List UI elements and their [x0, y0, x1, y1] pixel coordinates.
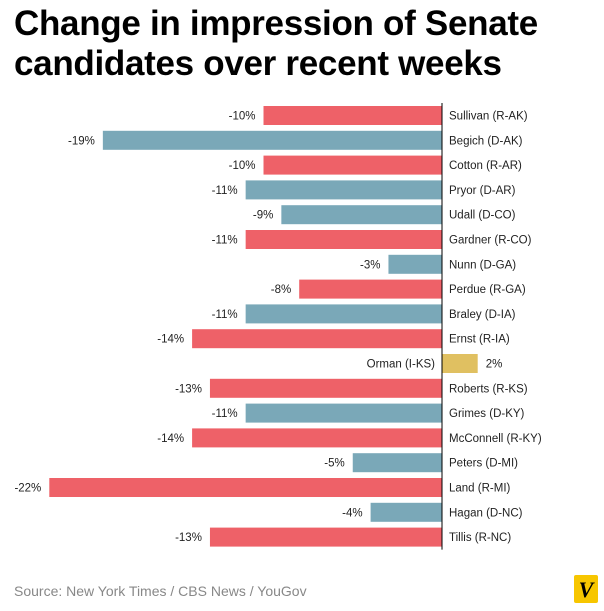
- bar: [370, 502, 442, 522]
- value-label: -13%: [175, 383, 202, 395]
- bar-chart: Sullivan (R-AK) -10% Begich (D-AK) -19% Cott…: [14, 103, 542, 550]
- chart-title: Change in impression of Senate candidate…: [14, 4, 538, 83]
- value-label: -8%: [271, 284, 291, 296]
- value-label: -10%: [229, 111, 256, 123]
- value-label: -9%: [253, 210, 273, 222]
- bar: [245, 403, 442, 423]
- bar: [263, 155, 442, 175]
- value-label: 2%: [486, 359, 503, 371]
- bar: [281, 205, 442, 225]
- category-label: McConnell (R-KY): [449, 433, 542, 445]
- value-label: -13%: [175, 532, 202, 544]
- category-label: Braley (D-IA): [449, 309, 516, 321]
- bar: [299, 279, 442, 299]
- category-label: Perdue (R-GA): [449, 284, 526, 296]
- category-label: Begich (D-AK): [449, 135, 523, 147]
- bar: [352, 453, 442, 473]
- source-note: Source: New York Times / CBS News / YouG…: [14, 583, 307, 599]
- svg-text:V: V: [579, 577, 596, 602]
- value-label: -5%: [324, 458, 344, 470]
- value-label: -14%: [157, 334, 184, 346]
- bar: [263, 106, 442, 125]
- category-label: Pryor (D-AR): [449, 185, 516, 197]
- bar: [209, 378, 442, 398]
- value-label: -19%: [68, 135, 95, 147]
- category-label: Sullivan (R-AK): [449, 111, 528, 123]
- bar: [245, 180, 442, 200]
- category-label: Hagan (D-NC): [449, 507, 523, 519]
- category-label: Orman (I-KS): [367, 359, 436, 371]
- category-label: Roberts (R-KS): [449, 383, 528, 395]
- category-label: Cotton (R-AR): [449, 160, 522, 172]
- category-label: Tillis (R-NC): [449, 532, 511, 544]
- bar: [192, 329, 442, 349]
- category-label: Ernst (R-IA): [449, 334, 510, 346]
- value-label: -10%: [229, 160, 256, 172]
- category-label: Land (R-MI): [449, 483, 511, 495]
- value-label: -14%: [157, 433, 184, 445]
- value-label: -3%: [360, 259, 380, 271]
- vox-logo-icon: V: [574, 575, 598, 603]
- bar: [245, 304, 442, 324]
- bar: [209, 527, 442, 547]
- category-label: Grimes (D-KY): [449, 408, 525, 420]
- bar: [245, 230, 442, 249]
- bar: [49, 478, 443, 497]
- value-label: -11%: [212, 309, 238, 321]
- bar: [102, 130, 442, 150]
- bar: [442, 354, 478, 373]
- category-label: Udall (D-CO): [449, 210, 516, 222]
- value-label: -22%: [14, 483, 41, 495]
- category-label: Peters (D-MI): [449, 458, 518, 470]
- value-label: -11%: [212, 408, 238, 420]
- value-label: -4%: [342, 507, 362, 519]
- value-label: -11%: [212, 235, 238, 247]
- bar: [192, 428, 442, 448]
- bar: [388, 254, 442, 274]
- category-label: Gardner (R-CO): [449, 235, 532, 247]
- category-label: Nunn (D-GA): [449, 259, 516, 271]
- value-label: -11%: [212, 185, 238, 197]
